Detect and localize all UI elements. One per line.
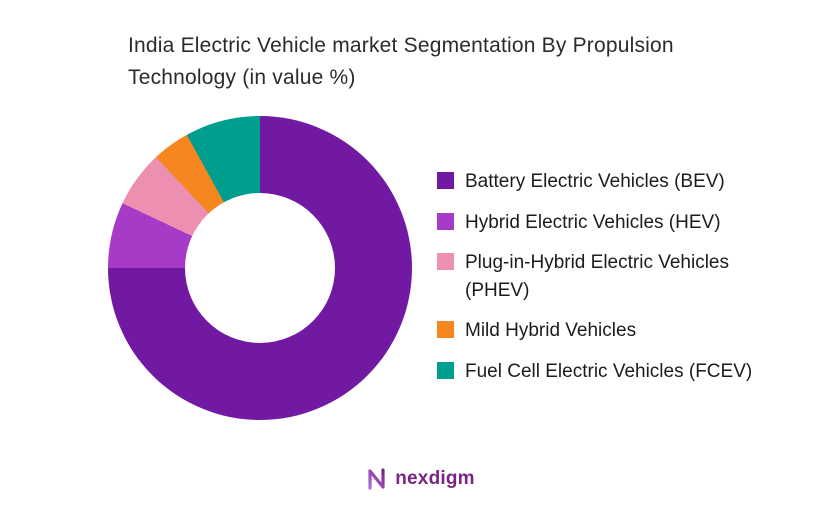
legend-item-mild-hybrid: Mild Hybrid Vehicles [437, 317, 777, 345]
legend-label-mild-hybrid: Mild Hybrid Vehicles [465, 320, 637, 342]
donut-chart [108, 116, 412, 420]
chart-title: India Electric Vehicle market Segmentati… [128, 34, 674, 89]
legend-item-fcev: Fuel Cell Electric Vehicles (FCEV) [437, 358, 777, 386]
legend-item-hev: Hybrid Electric Vehicles (HEV) [437, 209, 777, 237]
legend-swatch-mild-hybrid [437, 321, 454, 339]
legend-label-fcev: Fuel Cell Electric Vehicles (FCEV) [465, 360, 753, 382]
legend-item-phev: Plug-in-Hybrid Electric Vehicles (PHEV) [437, 249, 777, 304]
donut-hole [185, 193, 335, 343]
chart-legend: Battery Electric Vehicles (BEV) Hybrid E… [437, 168, 777, 385]
brand-name: nexdigm [395, 468, 475, 489]
legend-swatch-hev [437, 212, 454, 230]
legend-swatch-bev [437, 172, 454, 189]
legend-item-bev: Battery Electric Vehicles (BEV) [437, 168, 777, 196]
legend-swatch-phev [437, 253, 454, 271]
brand-footer: nexdigm [0, 466, 840, 492]
legend-label-bev: Battery Electric Vehicles (BEV) [465, 171, 725, 192]
nexdigm-n-logo-icon [368, 468, 385, 490]
legend-swatch-fcev [437, 361, 454, 379]
legend-label-hev: Hybrid Electric Vehicles (HEV) [465, 211, 721, 233]
legend-label-phev: Plug-in-Hybrid Electric Vehicles (PHEV) [465, 252, 729, 301]
